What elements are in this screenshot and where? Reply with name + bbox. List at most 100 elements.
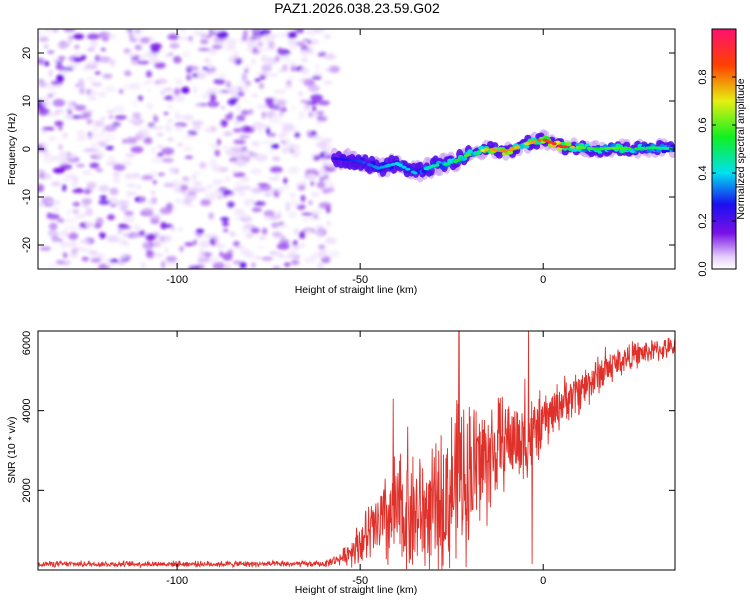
noise-blob (251, 49, 261, 55)
noise-blob (236, 115, 246, 122)
noise-blob (145, 70, 153, 78)
noise-blob (205, 125, 218, 134)
noise-blob (220, 217, 230, 221)
noise-blob (123, 48, 131, 54)
noise-blob (68, 102, 73, 111)
signal-core (639, 146, 645, 150)
noise-blob (98, 184, 110, 193)
noise-blob (322, 162, 328, 166)
signal-mid (461, 156, 468, 161)
noise-blob (293, 228, 299, 235)
noise-blob (290, 45, 296, 51)
noise-blob (301, 217, 310, 222)
noise-blob (295, 29, 305, 33)
noise-blob (251, 141, 261, 147)
noise-blob (238, 191, 246, 197)
noise-blob (250, 227, 260, 234)
noise-blob (283, 85, 294, 90)
noise-blob (229, 157, 239, 162)
colorbar-frame (711, 28, 737, 270)
noise-blob (104, 85, 117, 93)
noise-blob (276, 243, 290, 250)
noise-blob (128, 32, 134, 39)
noise-blob (61, 178, 73, 182)
noise-blob (264, 192, 273, 197)
noise-blob (74, 44, 80, 50)
noise-blob (72, 177, 79, 182)
noise-blob (223, 45, 233, 52)
noise-blob (298, 91, 303, 97)
noise-blob (137, 95, 144, 101)
noise-blob (51, 235, 60, 242)
noise-blob (38, 152, 42, 156)
noise-blob (63, 156, 76, 161)
noise-blob (288, 60, 298, 66)
noise-blob (199, 39, 209, 45)
noise-blob (212, 262, 225, 269)
noise-blob (151, 190, 156, 196)
noise-blob (287, 251, 298, 259)
noise-blob (124, 70, 131, 77)
noise-blob (223, 228, 229, 233)
noise-blob (261, 227, 268, 235)
noise-blob (299, 231, 306, 239)
signal-core (612, 146, 618, 150)
noise-blob (54, 199, 61, 206)
noise-blob (240, 125, 251, 133)
noise-blob (251, 121, 265, 129)
noise-blob (251, 93, 259, 98)
noise-blob (310, 180, 315, 187)
noise-blob (163, 223, 174, 229)
noise-blob (223, 37, 235, 43)
noise-blob (159, 207, 173, 215)
noise-blob (300, 58, 309, 63)
signal-core (397, 163, 403, 167)
noise-blob (283, 54, 291, 62)
noise-blob (288, 211, 298, 219)
noise-blob (268, 41, 275, 49)
noise-blob (270, 143, 280, 149)
noise-blob (191, 173, 197, 181)
signal-core (621, 146, 627, 150)
noise-blob (181, 86, 190, 94)
noise-blob (277, 47, 284, 54)
noise-blob (313, 214, 318, 219)
noise-blob (106, 235, 120, 242)
noise-blob (191, 120, 204, 126)
noise-blob (231, 169, 237, 174)
noise-blob (199, 199, 208, 206)
signal-core (626, 147, 632, 151)
noise-blob (167, 137, 174, 142)
noise-blob (269, 216, 280, 219)
noise-blob (271, 222, 280, 229)
noise-blob (252, 155, 264, 162)
noise-blob (87, 135, 97, 140)
noise-blob (257, 245, 267, 250)
noise-blob (169, 42, 180, 49)
noise-blob (90, 257, 101, 263)
noise-blob (209, 158, 218, 166)
noise-blob (105, 262, 117, 268)
noise-blob (164, 247, 170, 254)
noise-blob (281, 146, 290, 154)
spectrogram-y-label: Frequency (Hz) (6, 113, 18, 185)
noise-blob (92, 91, 100, 96)
noise-blob (204, 57, 211, 64)
noise-blob (73, 57, 82, 63)
noise-blob (217, 72, 227, 79)
noise-blob (91, 82, 103, 87)
noise-blob (82, 247, 93, 254)
noise-blob (126, 254, 132, 259)
noise-blob (261, 64, 273, 72)
noise-blob (76, 187, 82, 193)
noise-blob (82, 111, 93, 116)
noise-blob (219, 119, 228, 128)
snr-frame (37, 330, 676, 571)
noise-blob (132, 112, 142, 119)
noise-blob (76, 134, 87, 142)
noise-blob (179, 36, 189, 41)
noise-blob (86, 76, 96, 82)
noise-blob (142, 242, 150, 249)
noise-blob (308, 200, 313, 206)
noise-blob (259, 75, 266, 80)
